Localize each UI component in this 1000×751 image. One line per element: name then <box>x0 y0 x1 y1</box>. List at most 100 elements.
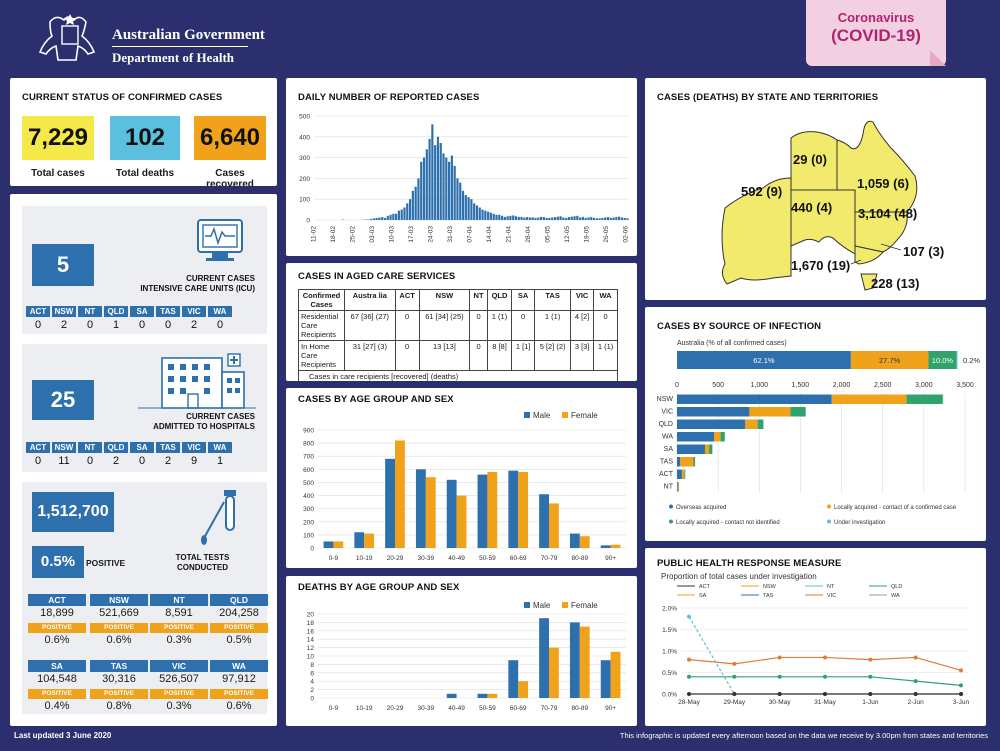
icu-state-value: 0 <box>164 319 172 331</box>
daily-bar <box>579 217 582 220</box>
daily-bar <box>478 207 481 220</box>
series-point <box>959 668 963 673</box>
y-tick-label: QLD <box>659 421 673 428</box>
male-bar <box>569 622 580 698</box>
y-tick-label: 2.0% <box>662 606 677 613</box>
hospital-state-header: VIC <box>182 442 206 453</box>
test-count: 521,669 <box>99 607 139 619</box>
covid-badge-line2: (COVID-19) <box>831 26 921 45</box>
legend-female-label: Female <box>571 411 598 420</box>
y-tick-label: 12 <box>307 645 315 652</box>
legend-male-swatch <box>524 602 530 608</box>
test-cell-wa: WA 97,912 POSITIVE 0.6% <box>210 660 268 712</box>
australia-bar-segment <box>677 351 851 369</box>
phrm-panel: PUBLIC HEALTH RESPONSE MEASURE Proportio… <box>645 548 986 726</box>
map-label-wa: 592 (9) <box>741 184 782 199</box>
positive-tag: POSITIVE <box>150 623 208 633</box>
daily-bar <box>523 217 526 220</box>
daily-bar <box>445 157 448 220</box>
daily-bar <box>403 207 406 220</box>
footer-updated: Last updated 3 June 2020 <box>14 731 112 740</box>
legend-male-swatch <box>524 412 530 418</box>
aged-cell: 0 <box>394 310 420 341</box>
y-tick-label: 100 <box>299 197 310 204</box>
daily-bar <box>456 178 459 220</box>
daily-bar <box>428 138 431 220</box>
male-bar <box>354 532 365 548</box>
daily-bar <box>489 212 493 220</box>
x-tick-label: 28-May <box>678 699 700 706</box>
y-tick-label: 100 <box>303 532 314 539</box>
series-point <box>959 692 963 696</box>
hospital-state-value: 2 <box>112 455 120 467</box>
y-tick-label: 300 <box>303 506 314 513</box>
daily-bar <box>537 217 540 220</box>
legend-label: SA <box>699 593 707 599</box>
daily-bar <box>442 153 445 220</box>
test-cell-nsw: NSW 521,669 POSITIVE 0.6% <box>90 594 148 646</box>
icu-state-table: ACT 0 NSW 2 NT 0 QLD 1 SA 0 TAS 0 VIC 2 WA 0 <box>26 306 232 331</box>
test-tube-swab-icon <box>201 490 236 545</box>
daily-bar <box>381 217 384 220</box>
daily-bar <box>461 190 465 220</box>
map-state-nsw <box>854 211 908 253</box>
y-tick-label: 600 <box>303 467 314 474</box>
australia-bar-segment <box>956 351 958 369</box>
aged-cell: 5 [2] (2) <box>534 340 572 371</box>
table-row: Cases in care recipients [recovered] (de… <box>298 370 618 381</box>
y-tick-label: VIC <box>661 409 673 416</box>
daily-bar <box>551 217 554 220</box>
daily-bar <box>595 218 598 220</box>
table-row: Confirmed Cases Austra lia ACT NSW NT QL… <box>298 289 618 311</box>
male-bar <box>323 541 334 548</box>
series-point <box>777 674 782 679</box>
daily-bar <box>389 214 392 220</box>
aged-cell: 1 [1] <box>511 340 536 371</box>
y-tick-label: WA <box>662 434 673 441</box>
daily-bar <box>487 211 490 220</box>
map-state-sa <box>790 189 856 255</box>
positive-tag: POSITIVE <box>90 689 148 699</box>
legend-label: QLD <box>891 584 902 590</box>
daily-cases-chart: 0 100 200 300 400 500 11-02 18-02 25-02 03-03 10-0… <box>299 114 629 243</box>
daily-bar <box>506 216 509 220</box>
legend-label: Under investigation <box>834 520 885 526</box>
y-tick-label: 18 <box>307 620 315 627</box>
source-bar-segment <box>714 432 721 442</box>
x-tick-label: 50-59 <box>479 555 496 562</box>
map-state-qld <box>836 120 918 213</box>
legend-label: NT <box>827 584 835 590</box>
test-cell-tas: TAS 30,316 POSITIVE 0.8% <box>90 660 148 712</box>
x-tick-label: 20-29 <box>387 555 404 562</box>
test-state: NT <box>150 594 208 606</box>
hospital-state-header: WA <box>208 442 232 453</box>
hospital-state-header: TAS <box>156 442 180 453</box>
hospital-state-value: 11 <box>58 455 70 467</box>
y-tick-label: 0 <box>310 546 314 553</box>
test-cell-nt: NT 8,591 POSITIVE 0.3% <box>150 594 208 646</box>
australia-map: 29 (0) 592 (9) 1,059 (6) 440 (4) 3,104 (… <box>721 120 944 291</box>
map-leader-act <box>880 243 902 251</box>
test-positive-pct: 0.8% <box>106 700 132 712</box>
y-tick-label: 16 <box>307 628 315 635</box>
daily-bar <box>383 217 387 220</box>
x-tick-label: 1,000 <box>751 382 769 389</box>
legend-female-label: Female <box>571 601 598 610</box>
test-cell-sa: SA 104,548 POSITIVE 0.4% <box>28 660 86 712</box>
aged-cell: 0 <box>469 310 488 341</box>
x-tick-label: 2,500 <box>874 382 892 389</box>
legend-label: TAS <box>763 593 774 599</box>
source-title: CASES BY SOURCE OF INFECTION <box>657 321 822 332</box>
daily-bar <box>425 149 428 220</box>
male-bar <box>539 618 549 698</box>
y-tick-label: 20 <box>307 612 315 619</box>
aged-cell: 61 [34] (25) <box>418 310 471 341</box>
daily-bar <box>397 210 401 220</box>
aged-cell: Residential Care Recipients <box>298 310 345 341</box>
y-tick-label: 1.5% <box>662 627 677 634</box>
x-tick-label: 19-05 <box>584 226 591 243</box>
test-state: TAS <box>90 660 148 672</box>
source-bar-segment <box>704 444 710 454</box>
daily-bar <box>539 216 543 220</box>
